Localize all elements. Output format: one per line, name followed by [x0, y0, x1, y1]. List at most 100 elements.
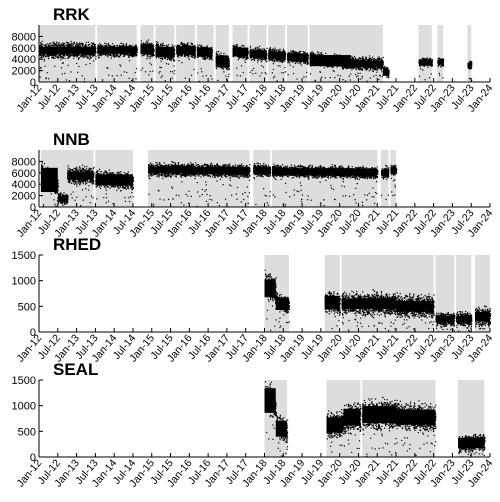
data-point — [181, 42, 183, 44]
data-point — [193, 53, 195, 55]
data-point — [43, 44, 45, 47]
data-point — [142, 42, 144, 44]
data-point — [73, 57, 75, 59]
data-point — [80, 56, 82, 58]
data-point — [186, 43, 189, 45]
data-points — [39, 39, 473, 83]
data-point — [101, 53, 103, 55]
data-point — [299, 62, 301, 65]
data-point — [78, 65, 80, 68]
data-point — [217, 54, 219, 57]
data-point — [91, 45, 93, 47]
data-point — [80, 53, 82, 55]
data-point — [153, 45, 155, 48]
data-point — [97, 54, 99, 57]
data-point — [54, 55, 56, 57]
data-point — [242, 57, 244, 59]
data-point — [50, 56, 53, 59]
data-point — [228, 73, 230, 75]
data-point — [220, 66, 222, 69]
data-point — [62, 42, 64, 44]
data-point — [140, 42, 142, 45]
data-point — [93, 60, 95, 62]
data-point — [281, 72, 283, 74]
data-point — [54, 57, 56, 59]
data-point — [161, 46, 163, 48]
data-point — [201, 46, 203, 48]
data-point — [157, 41, 159, 44]
data-point — [194, 56, 197, 58]
data-point — [252, 67, 255, 70]
data-point — [120, 74, 122, 76]
data-point — [158, 72, 160, 74]
data-point — [263, 58, 265, 61]
data-point — [95, 58, 97, 60]
data-point — [268, 49, 270, 51]
data-point — [47, 44, 50, 46]
data-point — [106, 53, 108, 55]
data-point — [226, 68, 229, 70]
data-point — [77, 58, 80, 60]
data-point — [273, 60, 276, 62]
data-point — [149, 56, 152, 58]
coverage-band — [467, 25, 472, 82]
data-point — [86, 53, 88, 56]
data-point — [260, 57, 263, 60]
data-point — [187, 55, 189, 57]
data-point — [159, 66, 161, 68]
data-point — [102, 46, 104, 48]
data-point — [92, 53, 94, 56]
data-point — [188, 44, 190, 46]
data-point — [50, 44, 52, 46]
data-point — [191, 43, 193, 45]
data-core — [249, 50, 267, 58]
data-point — [262, 66, 265, 68]
data-point — [225, 54, 227, 56]
data-point — [44, 65, 46, 67]
data-point — [89, 55, 91, 58]
data-point — [155, 57, 157, 59]
data-point — [71, 45, 73, 47]
data-point — [153, 51, 155, 53]
data-point — [87, 57, 89, 59]
data-point — [239, 75, 242, 77]
data-point — [53, 44, 55, 46]
data-point — [64, 57, 66, 60]
data-point — [94, 45, 96, 47]
data-point — [159, 44, 162, 46]
data-point — [151, 55, 153, 57]
data-point — [206, 57, 209, 59]
data-point — [135, 45, 138, 48]
data-point — [191, 54, 193, 56]
data-point — [240, 65, 243, 67]
data-point — [192, 55, 194, 57]
data-point — [99, 45, 101, 47]
data-point — [59, 54, 61, 56]
data-point — [51, 54, 53, 56]
data-point — [78, 42, 81, 44]
data-point — [113, 45, 115, 47]
data-point — [222, 54, 225, 57]
data-point — [169, 71, 172, 73]
data-point — [50, 42, 52, 44]
data-point — [132, 53, 134, 55]
data-point — [236, 43, 238, 46]
data-point — [257, 47, 259, 49]
data-point — [42, 43, 44, 45]
data-point — [72, 54, 74, 56]
data-point — [82, 43, 84, 46]
data-point — [159, 45, 161, 47]
data-point — [53, 41, 55, 43]
data-point — [52, 56, 54, 58]
data-point — [105, 44, 108, 47]
data-point — [126, 53, 128, 56]
data-point — [69, 55, 71, 58]
data-point — [105, 55, 107, 57]
data-point — [150, 64, 153, 66]
data-point — [85, 41, 87, 43]
data-point — [232, 45, 234, 47]
data-point — [197, 56, 200, 58]
data-point — [110, 45, 112, 47]
data-point — [223, 52, 225, 55]
data-point — [128, 53, 130, 55]
